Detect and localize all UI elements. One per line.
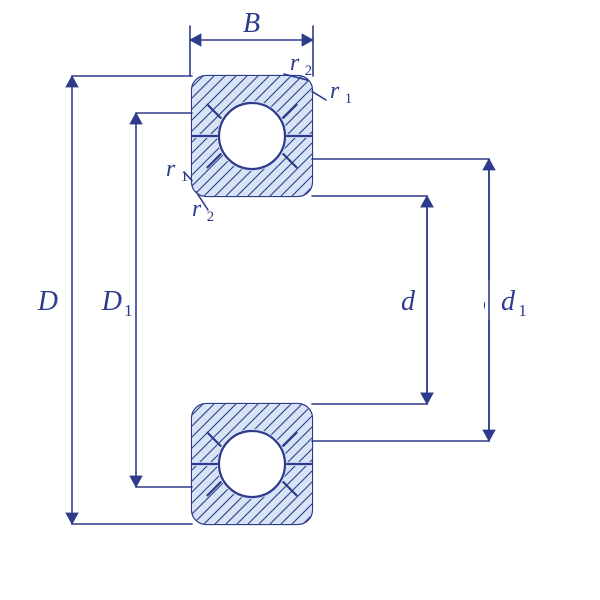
svg-text:r: r [166,156,176,182]
bearing-cross-section-diagram: BDD1ddd1d1r2r1r1r2 [0,0,600,600]
svg-text:1: 1 [345,91,352,107]
svg-text:1: 1 [181,169,188,185]
svg-text:1: 1 [518,301,527,320]
svg-text:r: r [290,50,300,76]
svg-text:2: 2 [305,63,312,79]
svg-text:d: d [401,286,416,317]
svg-text:d: d [501,286,516,317]
svg-text:r: r [330,78,340,104]
svg-text:D: D [37,286,58,317]
svg-text:D: D [101,286,122,317]
svg-text:B: B [243,8,260,39]
svg-text:1: 1 [124,301,133,320]
svg-text:2: 2 [207,209,214,225]
svg-text:r: r [192,196,202,222]
